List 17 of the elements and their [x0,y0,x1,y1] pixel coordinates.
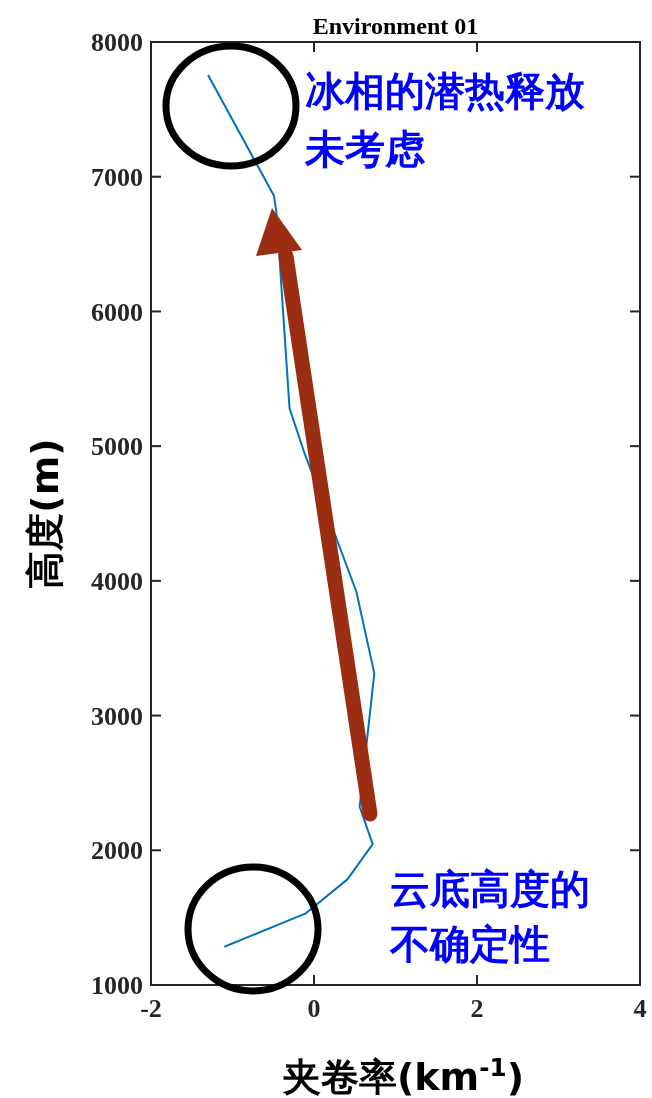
x-axis-title: 夹卷率(km$^{-1}$) [281,1052,525,1098]
chart-title: Environment 01 [312,13,479,39]
y-tick-label: 7000 [91,162,143,192]
y-tick-label: 4000 [91,566,143,596]
x-tick-label: 2 [470,994,484,1023]
annotation: 冰相的潜热释放未考虑 [304,68,585,172]
x-tick-label: 0 [307,994,321,1023]
x-tick-label: -2 [140,994,162,1023]
y-tick-label: 2000 [91,836,143,866]
y-tick-label: 5000 [91,432,143,462]
y-tick-label: 3000 [91,701,143,731]
y-axis-title: 高度(m) [23,438,67,589]
annotation: 云底高度的不确定性 [389,866,590,967]
y-tick-label: 1000 [91,971,143,1001]
y-tick-label: 8000 [91,28,143,58]
y-tick-label: 6000 [91,297,143,327]
x-tick-label: 4 [633,994,647,1023]
